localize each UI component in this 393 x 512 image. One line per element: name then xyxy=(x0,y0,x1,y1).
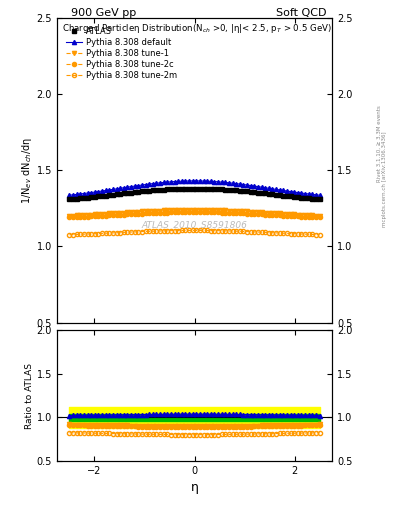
Pythia 8.308 default xyxy=(285,188,289,194)
Pythia 8.308 tune-2c xyxy=(125,211,130,218)
Pythia 8.308 tune-2m xyxy=(125,229,130,236)
Pythia 8.308 tune-2c xyxy=(285,213,289,219)
Pythia 8.308 tune-2c xyxy=(281,212,286,219)
Pythia 8.308 tune-1 xyxy=(67,212,72,219)
Pythia 8.308 default xyxy=(190,178,195,184)
Line: Pythia 8.308 tune-2m: Pythia 8.308 tune-2m xyxy=(68,228,321,237)
ATLAS xyxy=(190,185,195,191)
Pythia 8.308 tune-1 xyxy=(285,211,289,217)
ATLAS xyxy=(209,186,213,192)
Line: Pythia 8.308 tune-1: Pythia 8.308 tune-1 xyxy=(68,208,321,218)
Pythia 8.308 tune-2c xyxy=(317,215,322,221)
X-axis label: η: η xyxy=(191,481,198,494)
Pythia 8.308 default xyxy=(209,178,213,184)
Legend: ATLAS, Pythia 8.308 default, Pythia 8.308 tune-1, Pythia 8.308 tune-2c, Pythia 8: ATLAS, Pythia 8.308 default, Pythia 8.30… xyxy=(64,25,178,82)
Text: mcplots.cern.ch [arXiv:1306.3436]: mcplots.cern.ch [arXiv:1306.3436] xyxy=(382,132,387,227)
Pythia 8.308 tune-2c xyxy=(190,209,195,215)
Line: ATLAS: ATLAS xyxy=(67,186,322,202)
ATLAS xyxy=(100,193,105,199)
Text: 900 GeV pp: 900 GeV pp xyxy=(71,8,136,18)
Pythia 8.308 default xyxy=(125,184,130,190)
ATLAS xyxy=(67,196,72,202)
Pythia 8.308 tune-1 xyxy=(143,208,148,215)
Pythia 8.308 default xyxy=(281,187,286,194)
Pythia 8.308 tune-2m xyxy=(209,227,213,233)
Pythia 8.308 tune-1 xyxy=(317,212,322,219)
Y-axis label: Ratio to ATLAS: Ratio to ATLAS xyxy=(25,362,34,429)
Pythia 8.308 default xyxy=(317,192,322,198)
Pythia 8.308 tune-2c xyxy=(100,213,105,219)
Pythia 8.308 tune-1 xyxy=(125,209,130,216)
Text: ATLAS_2010_S8591806: ATLAS_2010_S8591806 xyxy=(141,221,248,229)
ATLAS xyxy=(285,193,289,199)
Pythia 8.308 tune-1 xyxy=(209,207,213,213)
Pythia 8.308 tune-2m xyxy=(285,230,289,237)
ATLAS xyxy=(143,188,148,194)
Pythia 8.308 default xyxy=(100,188,105,194)
Pythia 8.308 tune-2c xyxy=(143,210,148,217)
Text: Soft QCD: Soft QCD xyxy=(276,8,326,18)
Pythia 8.308 tune-2m xyxy=(281,230,286,236)
ATLAS xyxy=(317,196,322,202)
Pythia 8.308 tune-1 xyxy=(281,210,286,217)
Pythia 8.308 tune-2m xyxy=(143,228,148,234)
Pythia 8.308 tune-2c xyxy=(209,209,213,216)
Pythia 8.308 tune-2c xyxy=(67,215,72,221)
Line: Pythia 8.308 tune-2c: Pythia 8.308 tune-2c xyxy=(68,210,321,220)
Pythia 8.308 tune-1 xyxy=(190,207,195,213)
ATLAS xyxy=(281,193,286,199)
Pythia 8.308 tune-2m xyxy=(67,231,72,238)
Pythia 8.308 default xyxy=(67,192,72,198)
Pythia 8.308 default xyxy=(143,181,148,187)
Y-axis label: 1/N$_{ev}$ dN$_{ch}$/dη: 1/N$_{ev}$ dN$_{ch}$/dη xyxy=(20,137,34,204)
Pythia 8.308 tune-2m xyxy=(190,227,195,233)
Line: Pythia 8.308 default: Pythia 8.308 default xyxy=(68,179,321,197)
Pythia 8.308 tune-2m xyxy=(317,231,322,238)
ATLAS xyxy=(125,190,130,196)
Text: Rivet 3.1.10, ≥ 3.3M events: Rivet 3.1.10, ≥ 3.3M events xyxy=(377,105,382,182)
Text: Charged Particleη Distribution(N$_{ch}$ >0, |η|< 2.5, p$_T$ > 0.5 GeV): Charged Particleη Distribution(N$_{ch}$ … xyxy=(62,23,332,35)
Pythia 8.308 tune-2m xyxy=(100,230,105,237)
Pythia 8.308 tune-1 xyxy=(100,211,105,217)
